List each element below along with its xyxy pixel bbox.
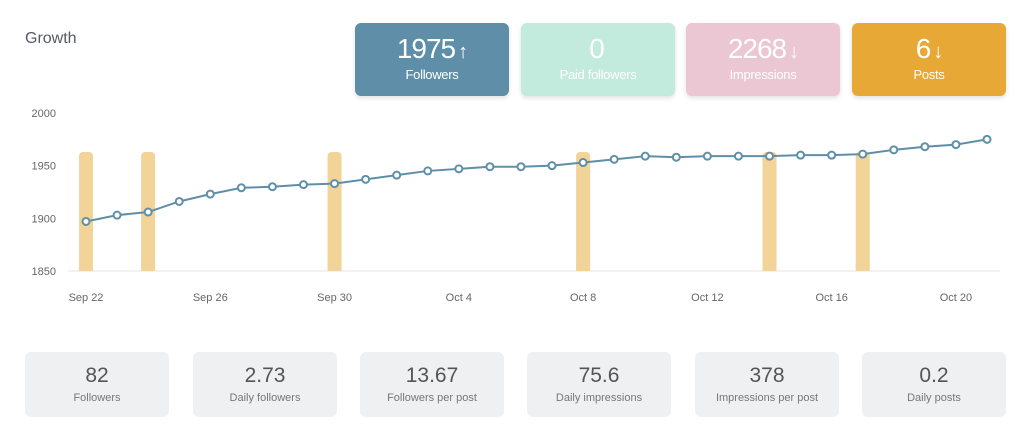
followers-point (920, 142, 930, 152)
followers-point (765, 151, 775, 161)
followers-line (85, 138, 988, 223)
x-tick-label: Oct 4 (446, 292, 472, 304)
followers-point (578, 158, 588, 168)
followers-point (174, 196, 184, 206)
followers-point (330, 179, 340, 189)
stat-card: 0.2 Daily posts (862, 352, 1006, 417)
followers-point (236, 183, 246, 193)
followers-point (205, 189, 215, 199)
stat-value: 13.67 (405, 364, 459, 387)
arrow-down-icon: ↓ (933, 41, 943, 63)
followers-point (951, 140, 961, 150)
stat-label: Followers (73, 392, 121, 404)
y-tick-label: 1950 (32, 161, 56, 173)
followers-point (858, 149, 868, 159)
stat-card: 2.73 Daily followers (193, 352, 337, 417)
metric-label: Paid followers (559, 67, 637, 82)
post-bar-base (79, 263, 93, 271)
post-bar-base (141, 263, 156, 271)
post-bar (327, 152, 342, 271)
stat-value: 0.2 (919, 364, 949, 387)
followers-point (423, 166, 433, 176)
y-tick-label: 1900 (32, 213, 56, 225)
followers-point (361, 174, 371, 184)
x-tick-label: Oct 16 (815, 292, 847, 304)
metric-value: 1975 ↑ (396, 33, 468, 64)
metric-card-posts[interactable]: 6 ↓ Posts (852, 23, 1006, 96)
stat-value: 378 (749, 364, 785, 387)
post-bar-base (576, 263, 591, 271)
x-tick-label: Sep 30 (317, 292, 352, 304)
followers-point (81, 216, 91, 226)
chart-title: Growth (25, 30, 77, 47)
stat-value: 2.73 (244, 364, 286, 387)
stat-label: Followers per post (387, 392, 477, 404)
post-bar-base (762, 263, 777, 271)
y-tick-label: 1850 (32, 266, 56, 278)
arrow-up-icon: ↑ (458, 41, 468, 63)
followers-point (267, 182, 277, 192)
x-tick-label: Sep 22 (69, 292, 104, 304)
metric-value: 2268 ↓ (727, 33, 799, 64)
metric-label: Posts (913, 67, 945, 82)
stat-card: 13.67 Followers per post (360, 352, 504, 417)
post-bar (762, 152, 777, 271)
post-bar (855, 152, 870, 271)
followers-point (143, 207, 153, 217)
metric-card-impressions[interactable]: 2268 ↓ Impressions (686, 23, 840, 96)
metric-card-followers[interactable]: 1975 ↑ Followers (355, 23, 509, 96)
x-tick-label: Oct 12 (691, 292, 723, 304)
stat-card: 378 Impressions per post (695, 352, 839, 417)
post-bar-base (327, 263, 342, 271)
arrow-down-icon: ↓ (789, 41, 799, 63)
growth-chart: 1850 1900 1950 2000 Sep 22 Sep 26 Sep 30 Oct 4 O… (32, 108, 1000, 304)
post-bar (79, 152, 93, 271)
followers-point (547, 161, 557, 171)
followers-point (733, 151, 743, 161)
followers-point (702, 151, 712, 161)
followers-point (485, 162, 495, 172)
followers-point (298, 180, 308, 190)
stat-value: 75.6 (578, 364, 620, 387)
metric-value: 0 (589, 33, 605, 64)
followers-point (392, 170, 402, 180)
x-tick-label: Oct 20 (940, 292, 972, 304)
x-tick-label: Sep 26 (193, 292, 228, 304)
metric-label: Followers (405, 67, 459, 82)
stat-card: 75.6 Daily impressions (527, 352, 671, 417)
followers-point (640, 151, 650, 161)
stat-card: 82 Followers (25, 352, 169, 417)
followers-point (112, 210, 122, 220)
post-bar (576, 152, 591, 271)
stat-label: Daily posts (907, 392, 961, 404)
followers-point (671, 152, 681, 162)
y-tick-label: 2000 (32, 108, 56, 120)
followers-point (609, 154, 619, 164)
metric-value: 6 ↓ (915, 33, 944, 64)
stat-label: Daily impressions (555, 392, 643, 404)
followers-point (889, 145, 899, 155)
followers-point (827, 150, 837, 160)
post-bar-base (855, 263, 870, 271)
stat-label: Impressions per post (715, 392, 819, 404)
followers-point (454, 164, 464, 174)
x-tick-label: Oct 8 (570, 292, 596, 304)
stat-label: Daily followers (229, 392, 301, 404)
metric-card-paid-followers[interactable]: 0 Paid followers (521, 23, 675, 96)
followers-point (516, 162, 526, 172)
stat-value: 82 (85, 364, 109, 387)
metric-label: Impressions (729, 67, 797, 82)
followers-point (982, 134, 992, 144)
followers-point (796, 150, 806, 160)
